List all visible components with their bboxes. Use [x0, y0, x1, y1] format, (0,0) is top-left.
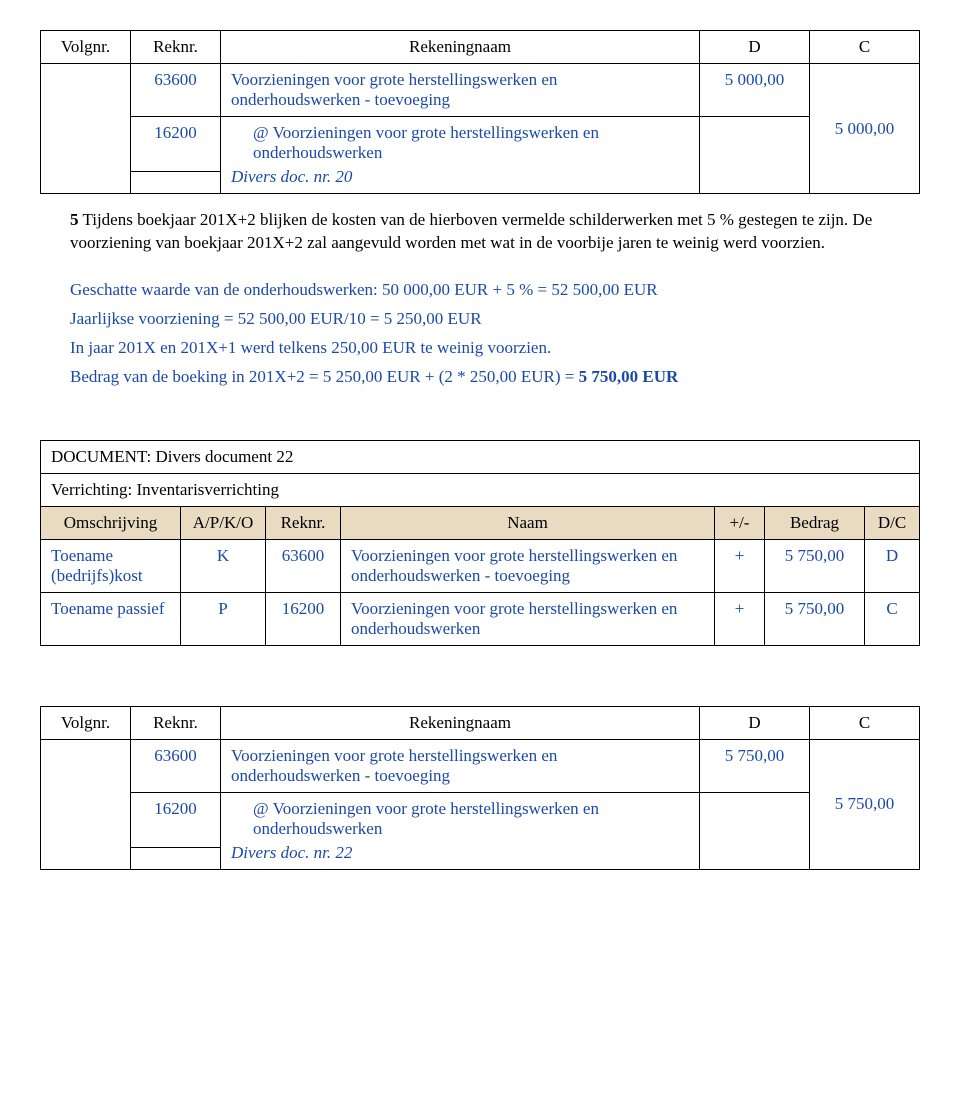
narrative-block: 5 Tijdens boekjaar 201X+2 blijken de kos…: [70, 209, 890, 255]
reknr-value: 16200: [131, 792, 221, 847]
omschr-value: Toename passief: [41, 592, 181, 645]
col-pm: +/-: [715, 506, 765, 539]
bedrag-value: 5 750,00: [765, 592, 865, 645]
ledger-table-2: Volgnr. Reknr. Rekeningnaam D C 63600 Vo…: [40, 706, 920, 870]
calc-text: Bedrag van de boeking in 201X+2 = 5 250,…: [70, 367, 579, 386]
apko-value: K: [181, 539, 266, 592]
calc-line: Jaarlijkse voorziening = 52 500,00 EUR/1…: [70, 308, 890, 331]
credit-value: 5 000,00: [810, 64, 920, 194]
calc-line: In jaar 201X en 201X+1 werd telkens 250,…: [70, 337, 890, 360]
col-volgnr: Volgnr.: [41, 31, 131, 64]
dc-value: C: [865, 592, 920, 645]
col-reknr: Reknr.: [266, 506, 341, 539]
dc-value: D: [865, 539, 920, 592]
naam-value: Voorzieningen voor grote herstellingswer…: [253, 123, 599, 162]
col-d: D: [700, 706, 810, 739]
apko-value: P: [181, 592, 266, 645]
col-naam: Naam: [341, 506, 715, 539]
col-reknr: Reknr.: [131, 706, 221, 739]
debit-value: 5 750,00: [700, 739, 810, 792]
table-row: 63600 Voorzieningen voor grote herstelli…: [41, 64, 920, 117]
doc-ref: Divers doc. nr. 22: [231, 843, 689, 863]
col-reknr: Reknr.: [131, 31, 221, 64]
reknr-value: 63600: [131, 739, 221, 792]
naam-value: Voorzieningen voor grote herstellingswer…: [253, 799, 599, 838]
table-row: 16200 @ Voorzieningen voor grote herstel…: [41, 792, 920, 847]
col-d: D: [700, 31, 810, 64]
item-number: 5: [70, 210, 79, 229]
pm-value: +: [715, 539, 765, 592]
table-row: Toename passief P 16200 Voorzieningen vo…: [41, 592, 920, 645]
credit-value: 5 750,00: [810, 739, 920, 869]
calc-result: 5 750,00 EUR: [579, 367, 679, 386]
narrative-text: Tijdens boekjaar 201X+2 blijken de koste…: [70, 210, 872, 252]
col-dc: D/C: [865, 506, 920, 539]
col-c: C: [810, 31, 920, 64]
naam-value: Voorzieningen voor grote herstellingswer…: [341, 592, 715, 645]
pm-value: +: [715, 592, 765, 645]
col-bedrag: Bedrag: [765, 506, 865, 539]
doc-subtitle: Verrichting: Inventarisverrichting: [41, 473, 920, 506]
at-prefix: @: [253, 799, 273, 818]
calc-line: Geschatte waarde van de onderhoudswerken…: [70, 279, 890, 302]
col-apko: A/P/K/O: [181, 506, 266, 539]
reknr-value: 16200: [266, 592, 341, 645]
naam-value: Voorzieningen voor grote herstellingswer…: [221, 739, 700, 792]
col-naam: Rekeningnaam: [221, 31, 700, 64]
ledger-table-1: Volgnr. Reknr. Rekeningnaam D C 63600 Vo…: [40, 30, 920, 194]
col-volgnr: Volgnr.: [41, 706, 131, 739]
reknr-value: 63600: [131, 64, 221, 117]
reknr-value: 16200: [131, 117, 221, 172]
omschr-value: Toename (bedrijfs)kost: [41, 539, 181, 592]
table-row: 63600 Voorzieningen voor grote herstelli…: [41, 739, 920, 792]
table-row: 16200 @ Voorzieningen voor grote herstel…: [41, 117, 920, 172]
calc-line: Bedrag van de boeking in 201X+2 = 5 250,…: [70, 366, 890, 389]
at-prefix: @: [253, 123, 273, 142]
doc-title: DOCUMENT: Divers document 22: [41, 440, 920, 473]
document-table: DOCUMENT: Divers document 22 Verrichting…: [40, 440, 920, 646]
naam-value: Voorzieningen voor grote herstellingswer…: [341, 539, 715, 592]
naam-value: Voorzieningen voor grote herstellingswer…: [221, 64, 700, 117]
col-c: C: [810, 706, 920, 739]
debit-value: 5 000,00: [700, 64, 810, 117]
table-row: Toename (bedrijfs)kost K 63600 Voorzieni…: [41, 539, 920, 592]
col-naam: Rekeningnaam: [221, 706, 700, 739]
doc-ref: Divers doc. nr. 20: [231, 167, 689, 187]
bedrag-value: 5 750,00: [765, 539, 865, 592]
col-omschr: Omschrijving: [41, 506, 181, 539]
reknr-value: 63600: [266, 539, 341, 592]
